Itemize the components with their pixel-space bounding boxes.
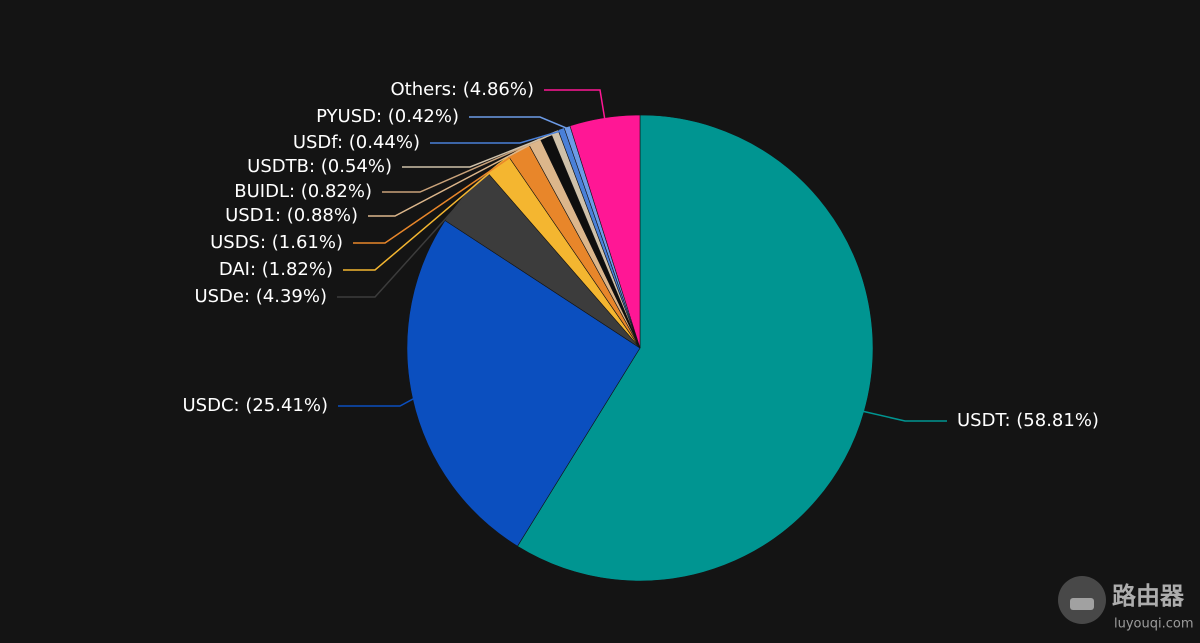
pie: USDT: (58.81%) USDC: (25.41%) USDe: (4.39%…	[183, 79, 1099, 582]
slice-label: Others: (4.86%)	[391, 79, 535, 100]
leader-line	[337, 195, 467, 298]
slice-label: USDC: (25.41%)	[183, 395, 329, 416]
leader-line	[338, 397, 415, 407]
leader-line	[343, 164, 500, 271]
slice-label: BUIDL: (0.82%)	[234, 181, 372, 202]
leader-line	[402, 132, 556, 168]
slice-label: USD1: (0.88%)	[225, 205, 358, 226]
watermark: 路由器 luyouqi.com	[1058, 576, 1194, 632]
slice-label: DAI: (1.82%)	[219, 259, 333, 280]
leader-line	[368, 141, 536, 217]
watermark-name: 路由器	[1112, 582, 1185, 610]
leader-line	[353, 150, 520, 244]
leader-line	[382, 136, 547, 193]
slice-label: USDS: (1.61%)	[210, 232, 343, 253]
slice-label: USDe: (4.39%)	[194, 286, 327, 307]
slice-label: USDf: (0.44%)	[293, 132, 420, 153]
leader-line	[544, 89, 606, 120]
leader-line	[469, 116, 568, 130]
slice-label: PYUSD: (0.42%)	[316, 106, 459, 127]
slice-label: USDT: (58.81%)	[957, 410, 1099, 431]
leader-line	[430, 129, 562, 144]
watermark-icon-lock	[1070, 598, 1094, 610]
slice-label: USDTB: (0.54%)	[247, 156, 392, 177]
watermark-site: luyouqi.com	[1114, 617, 1194, 632]
leader-line	[862, 410, 947, 422]
